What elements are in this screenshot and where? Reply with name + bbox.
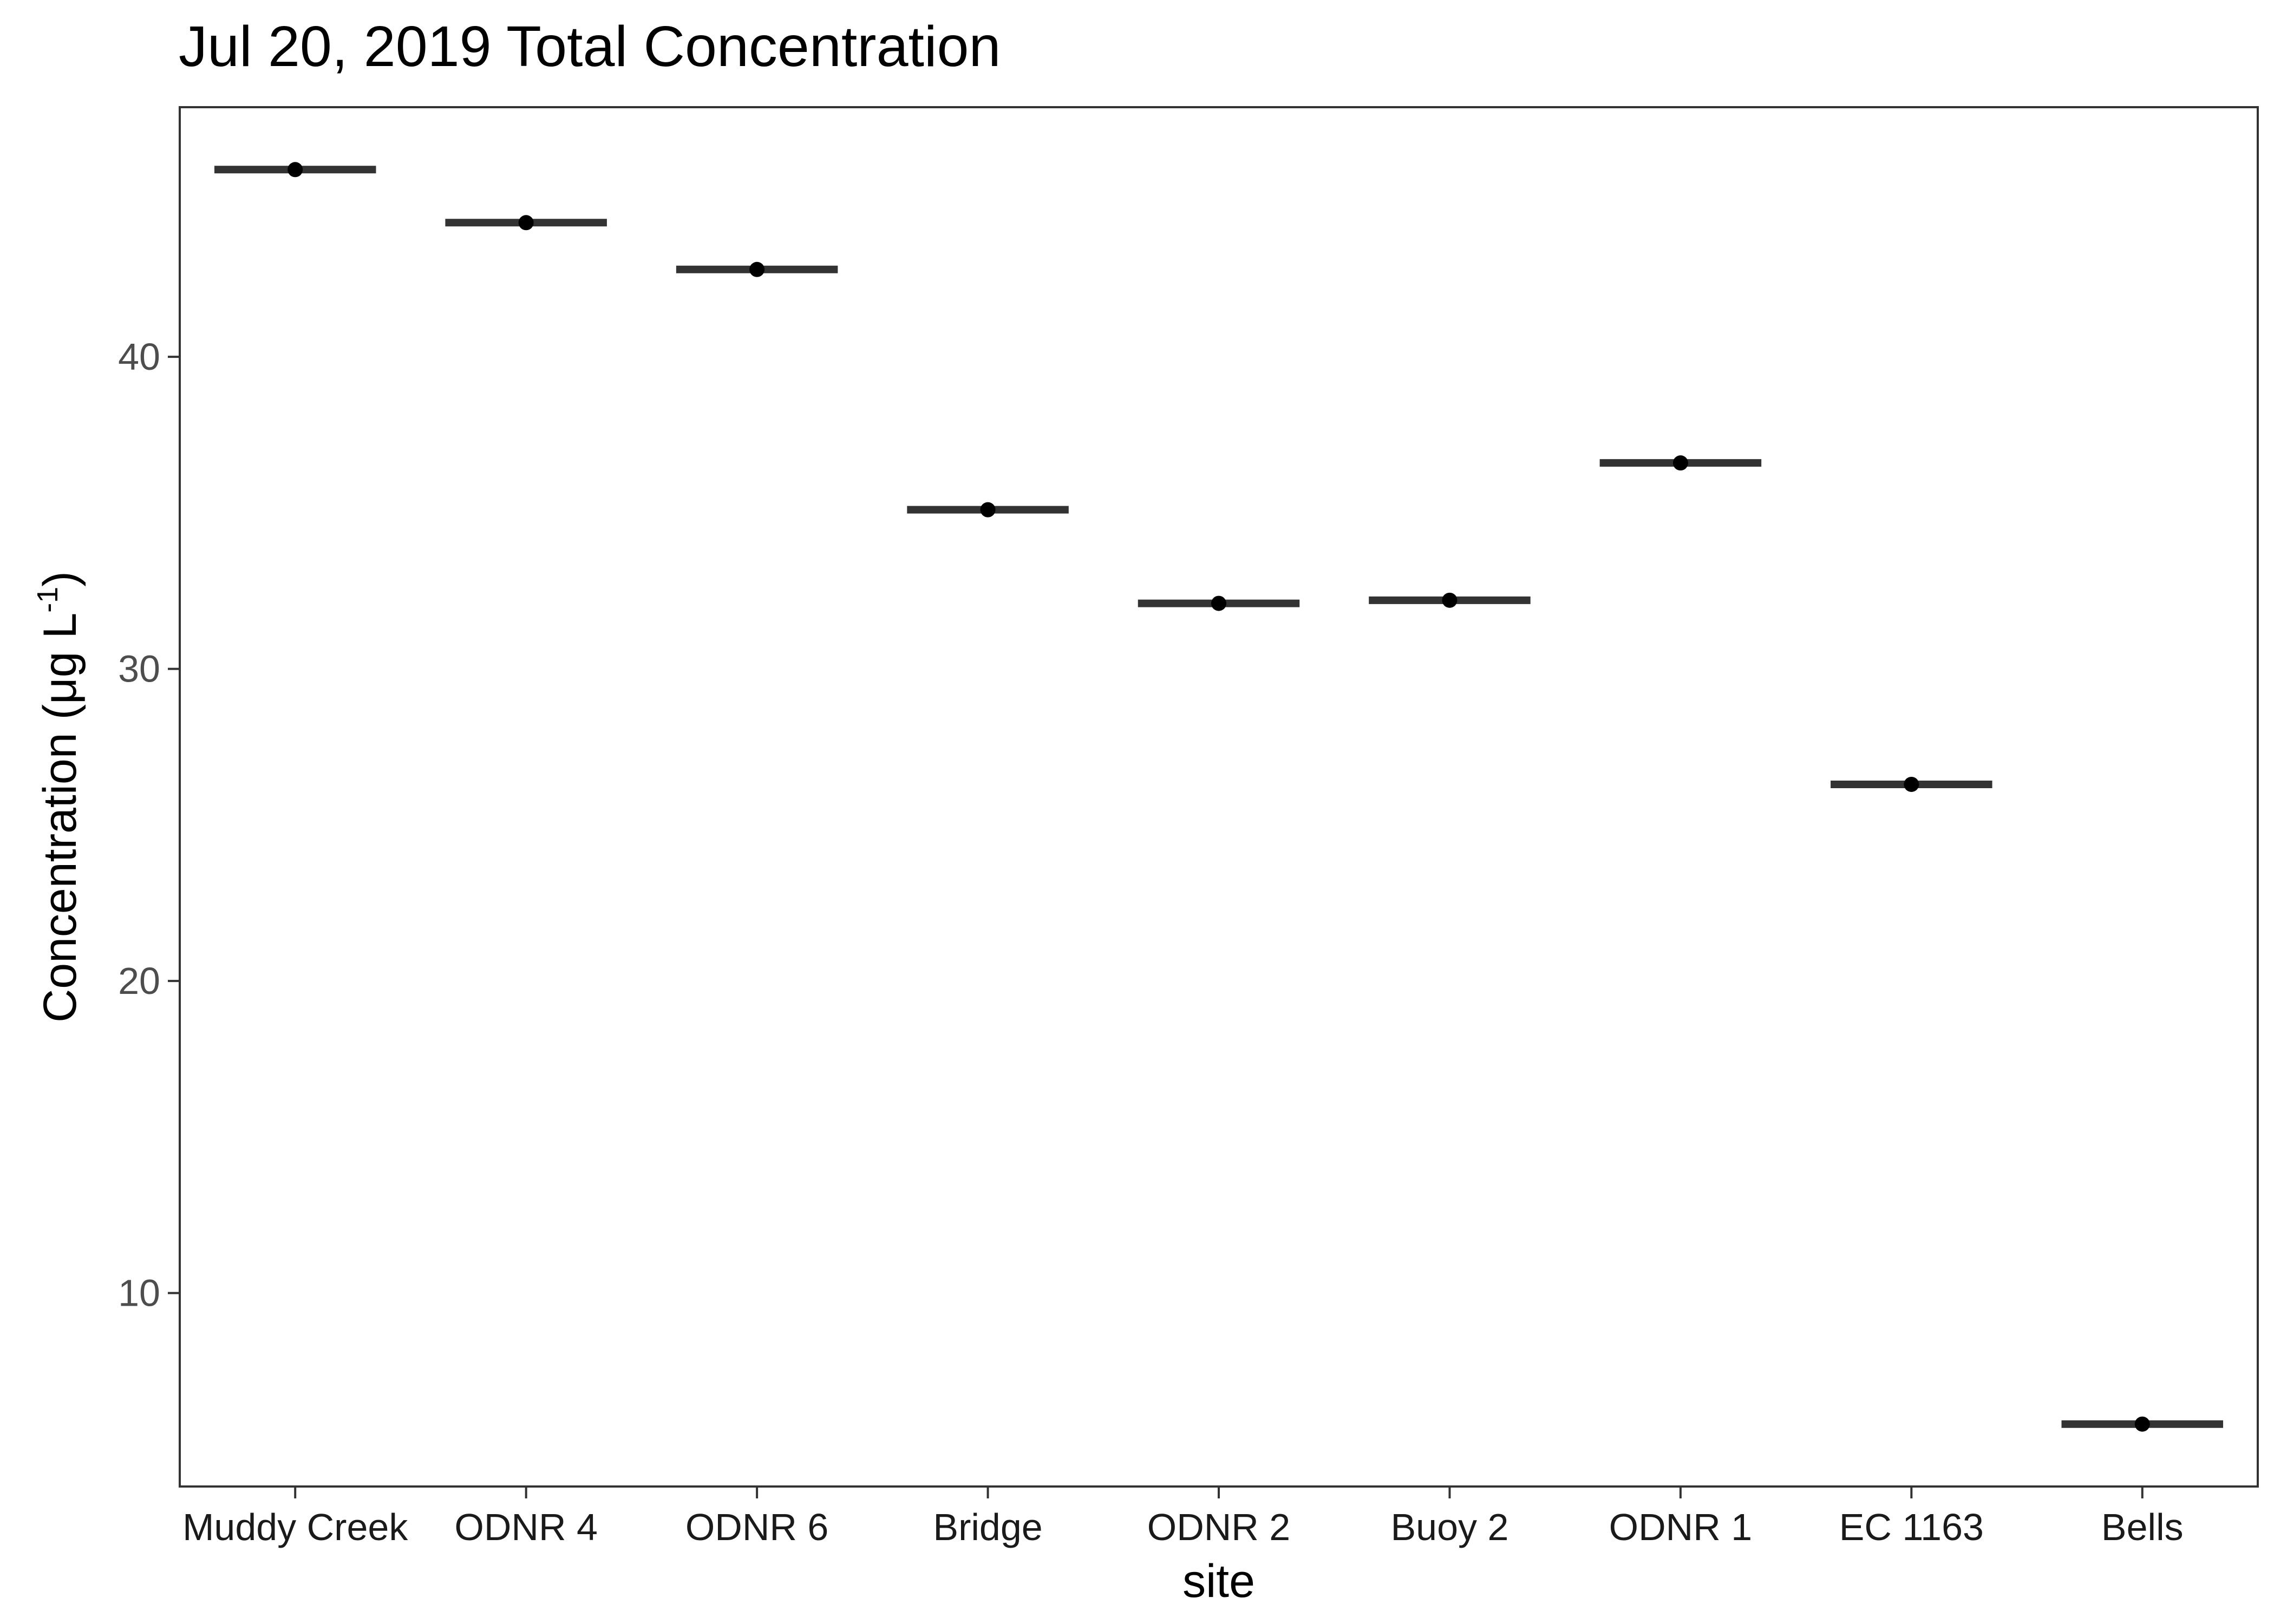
x-tick-label: Muddy Creek: [182, 1506, 408, 1548]
y-tick-label: 20: [118, 960, 160, 1002]
y-axis-label-superscript: -1: [31, 587, 64, 613]
y-tick-label: 40: [118, 336, 160, 378]
data-point: [518, 215, 534, 231]
x-tick-label: ODNR 1: [1609, 1506, 1752, 1548]
x-tick-label: Bridge: [933, 1506, 1042, 1548]
y-axis-label-close: ): [34, 571, 86, 587]
x-tick-label: Bells: [2101, 1506, 2184, 1548]
y-axis: 10 20 30 40: [118, 336, 180, 1314]
x-axis: Muddy Creek ODNR 4 ODNR 6 Bridge ODNR 2 Buoy …: [182, 1487, 2184, 1548]
data-point: [1672, 455, 1688, 471]
plot-marks: [214, 162, 2224, 1432]
y-axis-label-main: Concentration (μg L: [34, 613, 86, 1023]
x-axis-label: site: [1182, 1555, 1255, 1607]
data-point: [980, 502, 996, 518]
y-axis-label: Concentration (μg L-1): [31, 571, 86, 1023]
data-point: [1442, 592, 1458, 608]
x-tick-label: EC 1163: [1839, 1506, 1984, 1548]
y-tick-label: 30: [118, 648, 160, 690]
x-tick-label: ODNR 4: [454, 1506, 597, 1548]
x-tick-label: ODNR 6: [685, 1506, 828, 1548]
y-tick-label: 10: [118, 1272, 160, 1314]
plot-panel: [179, 106, 2259, 1488]
data-point: [287, 162, 303, 178]
data-point: [749, 261, 765, 277]
data-point: [1211, 595, 1226, 611]
data-point: [1904, 776, 1919, 792]
x-tick-label: Buoy 2: [1390, 1506, 1508, 1548]
chart-title: Jul 20, 2019 Total Concentration: [179, 15, 1001, 78]
x-tick-label: ODNR 2: [1147, 1506, 1290, 1548]
data-point: [2134, 1416, 2150, 1432]
